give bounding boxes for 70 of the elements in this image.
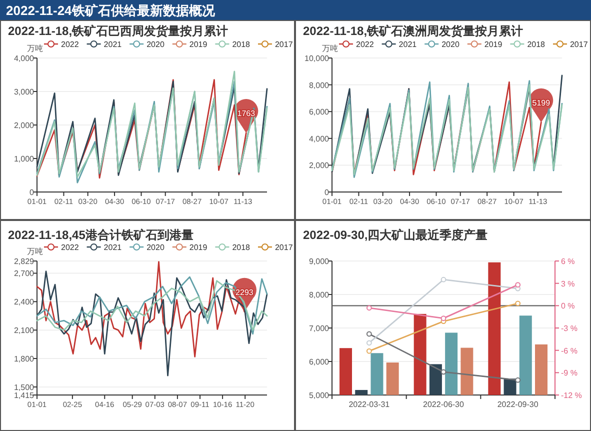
y-tick-label: 2,829 bbox=[14, 257, 35, 266]
point bbox=[366, 340, 372, 346]
chart-title: 2022-11-18,铁矿石澳洲周发货量按月累计 bbox=[303, 24, 524, 38]
y-tick-label: 7,000 bbox=[308, 324, 330, 333]
legend-label: 2021 bbox=[104, 243, 122, 252]
y-tick-label: 10,000 bbox=[304, 54, 330, 63]
legend-label: 2018 bbox=[527, 40, 546, 49]
y-tick-label: 8,000 bbox=[308, 80, 330, 90]
y-tick-label: 6,000 bbox=[308, 108, 330, 117]
annotation: 5199 bbox=[532, 98, 551, 108]
y-tick-label: 0 bbox=[30, 188, 35, 197]
y-tick-label: 2,400 bbox=[14, 298, 35, 307]
point bbox=[440, 316, 446, 322]
y-tick-label: 1,500 bbox=[14, 382, 35, 392]
x-tick-label: 2022-03-31 bbox=[348, 400, 390, 409]
y-tick-label: 4,000 bbox=[14, 54, 35, 63]
legend-label: 2019 bbox=[189, 40, 208, 49]
chart-title: 2022-11-18,45港合计铁矿石到港量 bbox=[8, 228, 194, 242]
legend-label: 2022 bbox=[61, 243, 80, 252]
point bbox=[440, 276, 446, 282]
legend-label: 2021 bbox=[104, 40, 122, 49]
y-tick-label: 2,000 bbox=[308, 161, 330, 170]
point bbox=[366, 348, 372, 354]
legend-label: 2019 bbox=[189, 243, 208, 252]
legend-label: 2017 bbox=[274, 40, 294, 49]
x-tick-label: 2022-06-30 bbox=[423, 400, 465, 409]
point bbox=[515, 377, 521, 383]
legend-label: 2018 bbox=[232, 243, 251, 252]
y-tick-label: 1,415 bbox=[14, 391, 35, 400]
legend-label: 2017 bbox=[570, 40, 588, 49]
point bbox=[440, 369, 446, 375]
legend-label: 2022 bbox=[61, 40, 80, 49]
chart-title: 2022-11-18,铁矿石巴西周发货量按月累计 bbox=[8, 24, 228, 38]
y-tick-label: 2,100 bbox=[14, 326, 35, 336]
legend-label: 2020 bbox=[146, 243, 165, 252]
legend-label: 2020 bbox=[146, 40, 165, 49]
y2-tick-label: -3 % bbox=[561, 324, 578, 333]
point bbox=[366, 331, 372, 337]
y2-tick-label: -12 % bbox=[561, 391, 582, 400]
y-axis-title: 万吨 bbox=[322, 44, 338, 53]
y-tick-label: 3,000 bbox=[14, 88, 35, 96]
point bbox=[366, 305, 372, 311]
y-axis-title: 万吨 bbox=[27, 247, 43, 256]
legend-label: 2022 bbox=[356, 40, 374, 49]
y-tick-label: 1,000 bbox=[14, 154, 35, 164]
y2-tick-label: -6 % bbox=[561, 346, 578, 356]
x-tick-label: 2022-09-30 bbox=[497, 400, 539, 409]
y-tick-label: 6,000 bbox=[308, 358, 330, 366]
legend-label: 2017 bbox=[274, 243, 294, 252]
legend-label: 2019 bbox=[484, 40, 503, 49]
point bbox=[515, 282, 521, 288]
legend-label: 2020 bbox=[442, 40, 460, 49]
point bbox=[515, 300, 521, 306]
y2-tick-label: 3 % bbox=[561, 279, 575, 288]
y-tick-label: 2,700 bbox=[14, 269, 35, 278]
legend-label: 2021 bbox=[398, 40, 418, 49]
chart-title: 2022-09-30,四大矿山最近季度产量 bbox=[303, 228, 488, 242]
y-axis-title: 万吨 bbox=[27, 44, 43, 53]
y-tick-label: 5,000 bbox=[308, 391, 330, 400]
y-tick-label: 9,000 bbox=[308, 257, 330, 266]
legend-label: 2018 bbox=[232, 40, 251, 49]
y-tick-label: 8,000 bbox=[308, 290, 330, 300]
y2-tick-label: 6 % bbox=[561, 257, 575, 266]
text: 2022-11-24铁矿石供给最新数据概况 bbox=[6, 3, 216, 18]
y-tick-label: 0 bbox=[324, 188, 330, 197]
y2-tick-label: -9 % bbox=[561, 368, 578, 378]
y-tick-label: 1,800 bbox=[14, 354, 35, 364]
y-tick-label: 2,000 bbox=[14, 121, 35, 130]
y2-tick-label: 0 % bbox=[561, 302, 575, 311]
y-tick-label: 4,000 bbox=[308, 134, 330, 144]
